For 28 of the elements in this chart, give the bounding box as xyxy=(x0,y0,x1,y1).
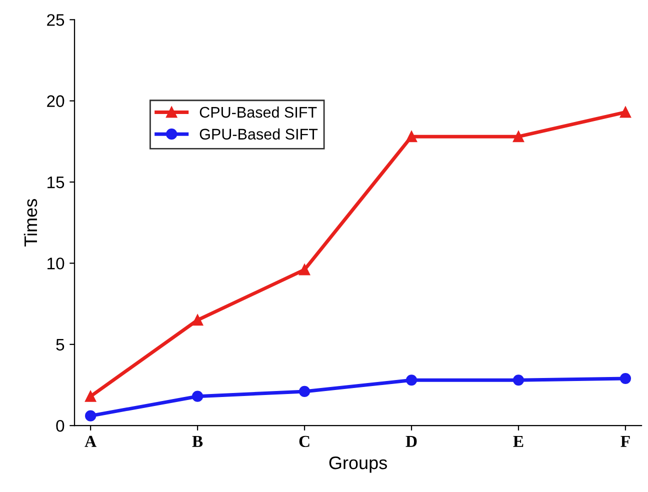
point xyxy=(85,410,96,422)
x-tick-label: F xyxy=(620,436,630,447)
y-tick-label: 25 xyxy=(47,14,64,26)
y-axis-title: Times xyxy=(24,199,38,246)
point xyxy=(620,372,632,384)
y-tick-label: 10 xyxy=(48,258,64,270)
x-tick-label: E xyxy=(513,436,524,447)
y-tick-label: 15 xyxy=(48,176,64,188)
point xyxy=(85,390,96,402)
point xyxy=(512,374,524,386)
x-axis-title: Groups xyxy=(329,456,387,473)
point xyxy=(192,390,204,402)
y-tick-label: 20 xyxy=(47,95,64,108)
point xyxy=(406,131,418,142)
legend-label: GPU-Based SIFT xyxy=(200,128,318,140)
y-tick-label: 0 xyxy=(56,420,64,432)
point xyxy=(192,314,204,326)
point xyxy=(406,374,418,386)
point xyxy=(512,131,524,142)
x-tick-label: A xyxy=(84,436,96,447)
x-tick-label: C xyxy=(299,436,310,448)
legend-label: CPU-Based SIFT xyxy=(200,106,317,118)
point xyxy=(620,106,632,118)
point xyxy=(298,264,310,276)
x-tick-label: D xyxy=(406,436,417,447)
y-tick-label: 5 xyxy=(56,338,64,351)
x-tick-label: B xyxy=(192,436,203,447)
point xyxy=(298,386,310,398)
